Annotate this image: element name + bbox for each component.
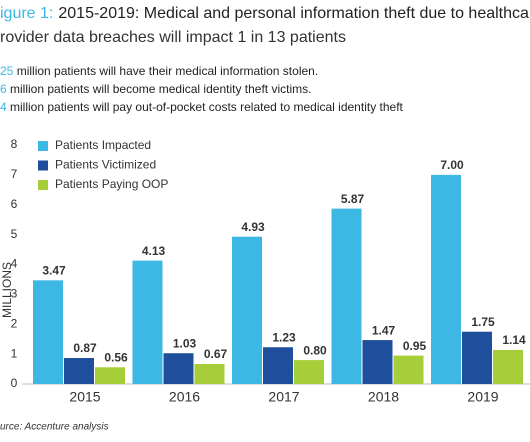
bar — [393, 355, 424, 384]
annotation-highlight: 4 — [0, 100, 7, 114]
bar — [493, 349, 523, 384]
y-tick-label: 1 — [11, 346, 18, 360]
title-line: rovider data breaches will impact 1 in 1… — [0, 29, 346, 46]
y-tick-label: 2 — [11, 316, 18, 330]
y-tick-label: 3 — [11, 287, 18, 301]
annotation-text: million patients will pay out-of-pocket … — [7, 100, 404, 114]
annotation: 25 million patients will have their medi… — [0, 64, 318, 78]
y-tick-label: 7 — [11, 167, 18, 181]
value-label: 1.14 — [502, 333, 526, 347]
value-label: 0.67 — [204, 347, 228, 361]
value-label: 4.13 — [142, 244, 166, 258]
legend-label: Patients Victimized — [55, 158, 156, 172]
value-label: 7.00 — [440, 158, 464, 172]
value-label: 0.87 — [73, 341, 97, 355]
bar — [232, 236, 262, 384]
bar — [294, 360, 324, 384]
annotation-highlight: 25 — [0, 64, 14, 78]
annotation: 4 million patients will pay out-of-pocke… — [0, 100, 404, 114]
value-label: 3.47 — [42, 264, 66, 278]
legend-swatch — [38, 141, 48, 151]
value-label: 1.23 — [272, 330, 296, 344]
x-tick-label: 2015 — [69, 389, 100, 405]
y-tick-label: 5 — [11, 227, 18, 241]
value-label: 0.56 — [104, 350, 128, 364]
bar — [194, 363, 225, 384]
y-tick-label: 6 — [11, 197, 18, 211]
bar — [362, 340, 393, 384]
legend-label: Patients Impacted — [55, 138, 151, 152]
bar — [263, 347, 293, 384]
legend-swatch — [38, 160, 48, 171]
title-prefix: igure 1: — [0, 5, 53, 22]
source-note: urce: Accenture analysis — [0, 422, 109, 433]
y-tick-label: 8 — [11, 137, 18, 151]
value-label: 4.93 — [241, 220, 265, 234]
bar — [163, 353, 194, 384]
bar — [331, 208, 362, 384]
x-tick-label: 2019 — [467, 389, 498, 405]
y-axis-label: MILLIONS — [0, 262, 14, 318]
chart-title: igure 1: 2015-2019: Medical and personal … — [0, 5, 530, 22]
y-tick-label: 0 — [11, 376, 18, 390]
value-label: 5.87 — [341, 192, 365, 206]
value-label: 1.47 — [372, 323, 396, 337]
value-label: 0.95 — [403, 339, 427, 353]
x-tick-label: 2016 — [169, 389, 200, 405]
legend-swatch — [38, 180, 48, 190]
bar — [431, 174, 461, 384]
bar — [64, 358, 94, 384]
legend-label: Patients Paying OOP — [55, 177, 168, 191]
bar — [33, 280, 63, 384]
value-label: 0.80 — [303, 343, 327, 357]
bar — [132, 260, 163, 384]
x-tick-label: 2017 — [268, 389, 299, 405]
value-label: 1.03 — [173, 336, 197, 350]
x-tick-label: 2018 — [368, 389, 399, 405]
annotation-text: million patients will become medical ide… — [7, 82, 312, 96]
title-line: 2015-2019: Medical and personal informat… — [58, 5, 530, 22]
annotation-highlight: 6 — [0, 82, 7, 96]
bar — [95, 367, 125, 384]
value-label: 1.75 — [471, 315, 495, 329]
annotation: 6 million patients will become medical i… — [0, 82, 311, 96]
bar — [462, 331, 492, 384]
annotation-text: million patients will have their medical… — [13, 64, 318, 78]
y-tick-label: 4 — [11, 257, 18, 271]
